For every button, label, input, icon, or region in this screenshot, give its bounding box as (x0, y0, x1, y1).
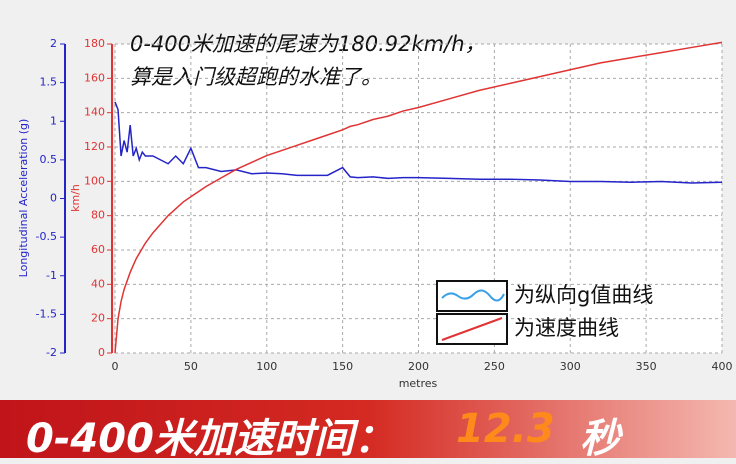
legend-swatch-line (441, 317, 503, 341)
chart: Longitudinal Acceleration (g) km/h metre… (17, 32, 733, 390)
y2-tick-label: 40 (91, 277, 105, 290)
legend-swatch-line (441, 289, 505, 302)
x-axis-label: metres (399, 377, 438, 390)
y2-tick-label: 140 (84, 106, 105, 119)
x-tick-label: 350 (636, 360, 657, 373)
y-tick-label: 1 (50, 114, 57, 127)
plot-area (115, 44, 722, 353)
y-tick-label: -1 (46, 269, 57, 282)
annotation: 算是入门级超跑的水准了。 (130, 65, 382, 89)
y2-tick-label: 160 (84, 71, 105, 84)
y2-tick-label: 100 (84, 174, 105, 187)
banner-value: 12.3 (456, 406, 555, 452)
series-line (114, 101, 723, 184)
y2-tick-label: 120 (84, 140, 105, 153)
banner: 0-400米加速时间： 12.3 秒 (0, 400, 736, 462)
y-tick-label: 1.5 (40, 76, 58, 89)
series-line (114, 41, 723, 354)
x-tick-label: 400 (712, 360, 733, 373)
y-tick-label: -2 (46, 346, 57, 359)
y-tick-label: 0.5 (40, 153, 58, 166)
x-tick-label: 200 (408, 360, 429, 373)
y-tick-label: 2 (50, 37, 57, 50)
y-tick-label: 0 (50, 192, 57, 205)
banner-label: 0-400米加速时间： (26, 416, 394, 462)
y2-tick-label: 180 (84, 37, 105, 50)
x-tick-label: 150 (332, 360, 353, 373)
y-tick-label: -1.5 (36, 307, 57, 320)
y2-tick-label: 60 (91, 243, 105, 256)
x-tick-label: 100 (256, 360, 277, 373)
y2-tick-label: 80 (91, 209, 105, 222)
x-tick-label: 50 (184, 360, 198, 373)
x-tick-label: 0 (112, 360, 119, 373)
y2-tick-label: 20 (91, 312, 105, 325)
y2-tick-label: 0 (98, 346, 105, 359)
x-tick-label: 250 (484, 360, 505, 373)
y2-axis-label: km/h (69, 184, 82, 212)
y-axis-label: Longitudinal Acceleration (g) (17, 119, 30, 278)
legend-label: 为纵向g值曲线 (514, 283, 653, 307)
x-tick-label: 300 (560, 360, 581, 373)
y-tick-label: -0.5 (36, 230, 57, 243)
banner-unit: 秒 (580, 416, 620, 462)
legend-label: 为速度曲线 (514, 316, 619, 340)
